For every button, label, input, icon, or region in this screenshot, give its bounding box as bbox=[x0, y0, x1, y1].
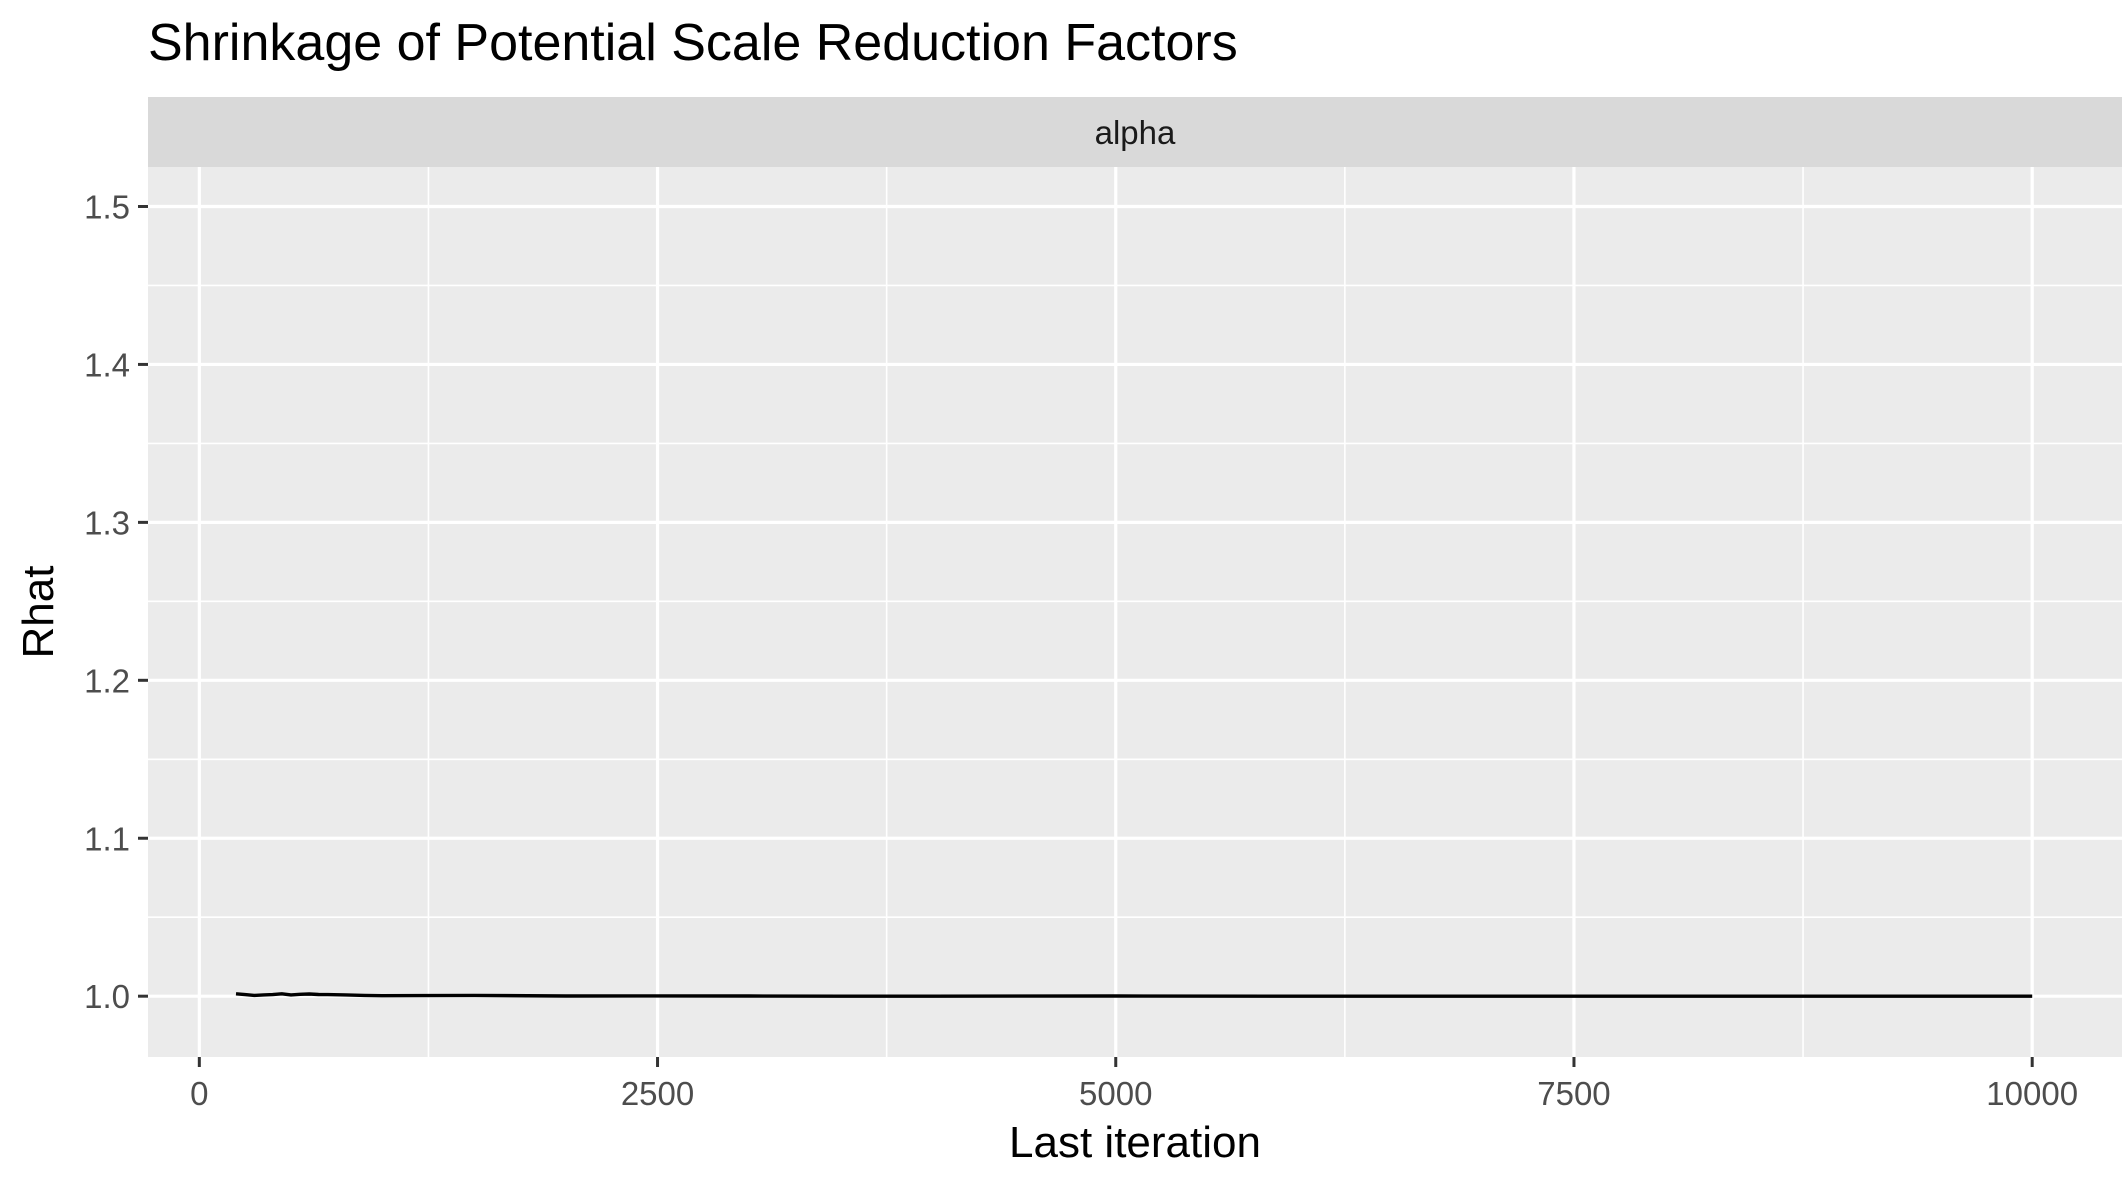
series-layer bbox=[235, 992, 2033, 998]
x-tick-label: 2500 bbox=[621, 1075, 694, 1112]
x-tick-label: 10000 bbox=[1986, 1075, 2078, 1112]
y-tick-label: 1.5 bbox=[84, 188, 130, 225]
facet-label: alpha bbox=[1095, 114, 1176, 151]
x-tick-label: 5000 bbox=[1079, 1075, 1152, 1112]
facet-strip bbox=[148, 97, 2122, 167]
y-tick-label: 1.0 bbox=[84, 978, 130, 1015]
series-line bbox=[235, 992, 2033, 998]
x-tick-label: 7500 bbox=[1537, 1075, 1610, 1112]
y-tick-label: 1.1 bbox=[84, 820, 130, 857]
y-axis: 1.0 1.1 1.2 1.3 1.4 1.5 bbox=[84, 188, 148, 1015]
x-tick-label: 0 bbox=[190, 1075, 208, 1112]
plot-panel bbox=[148, 167, 2122, 1057]
y-tick-label: 1.2 bbox=[84, 662, 130, 699]
y-tick-label: 1.4 bbox=[84, 346, 130, 383]
x-axis: 0 2500 5000 7500 10000 bbox=[190, 1057, 2078, 1112]
chart-title: Shrinkage of Potential Scale Reduction F… bbox=[148, 14, 1238, 72]
x-axis-title: Last iteration bbox=[1009, 1118, 1261, 1167]
y-tick-label: 1.3 bbox=[84, 504, 130, 541]
y-axis-title: Rhat bbox=[14, 566, 63, 659]
